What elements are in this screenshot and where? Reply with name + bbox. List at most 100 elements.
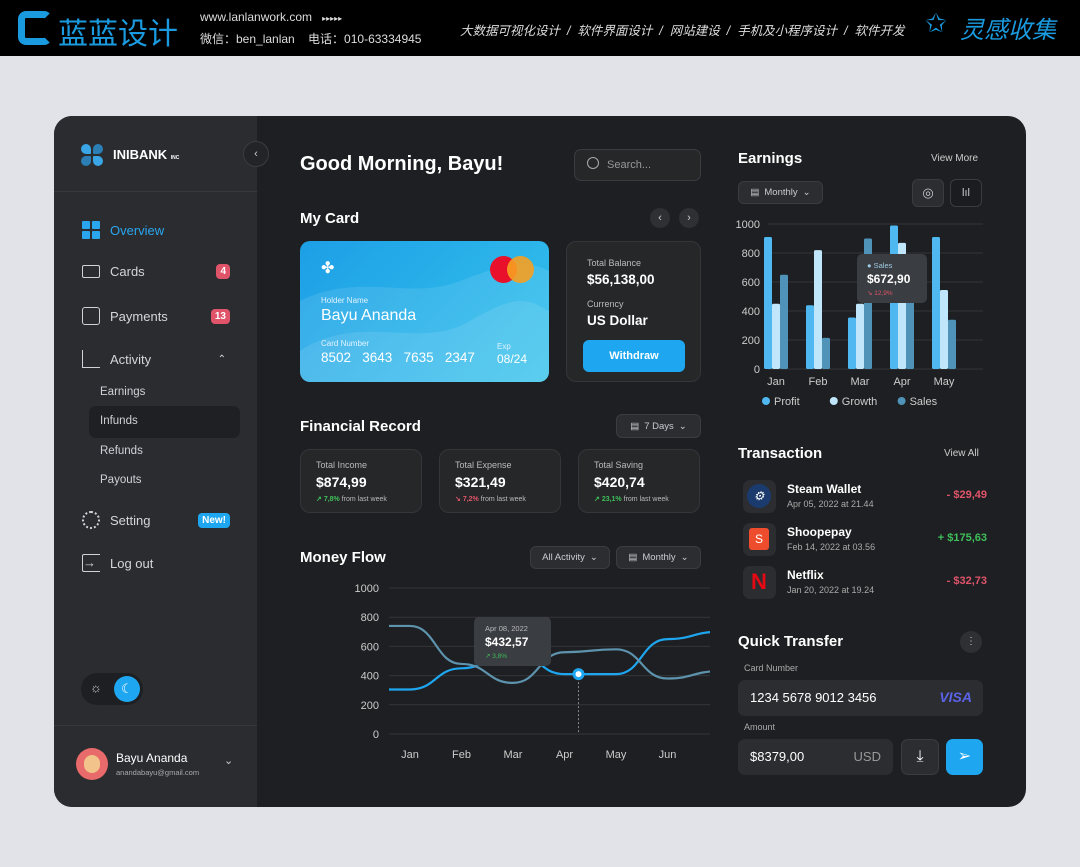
sidebar-item-label: Payments: [110, 308, 168, 324]
card-number-input[interactable]: 1234 5678 9012 3456 VISA: [738, 680, 983, 716]
earnings-period-dropdown[interactable]: ▤ Monthly ⌄: [738, 181, 823, 204]
bar-profit[interactable]: [764, 237, 772, 369]
y-tick-label: 400: [742, 306, 760, 318]
sidebar-item-logout[interactable]: → Log out: [82, 554, 153, 572]
next-card-button[interactable]: ›: [679, 208, 699, 228]
donut-chart-view-button[interactable]: ◎: [912, 179, 944, 207]
y-tick-label: 1000: [355, 583, 379, 595]
x-tick-label: Jan: [401, 749, 419, 761]
stat-change: ↘ 7,2% from last week: [455, 495, 526, 503]
send-button[interactable]: ➢: [946, 739, 983, 775]
moon-icon[interactable]: ☾: [114, 676, 140, 702]
star-icon: ✩: [925, 8, 947, 38]
y-tick-label: 400: [361, 671, 379, 683]
collapse-sidebar-button[interactable]: ‹: [243, 141, 269, 167]
monthly-filter-dropdown[interactable]: ▤ Monthly ⌄: [616, 546, 701, 569]
sidebar-subitem-payouts[interactable]: Payouts: [100, 474, 142, 486]
netflix-icon: N: [743, 566, 776, 599]
period-value: Monthly: [764, 187, 798, 198]
sidebar-item-label: Overview: [110, 222, 165, 238]
sidebar-item-cards[interactable]: Cards 4: [82, 264, 230, 279]
bar-chart-icon: [82, 350, 100, 368]
filter-value: Monthly: [642, 552, 676, 563]
transaction-item[interactable]: N Netflix Jan 20, 2022 at 19.24 - $32,73: [743, 564, 989, 604]
bar-profit[interactable]: [806, 305, 814, 369]
transaction-name: Shoopepay: [787, 525, 852, 539]
bar-growth[interactable]: [772, 303, 780, 369]
transaction-date: Apr 05, 2022 at 21.44: [787, 499, 874, 509]
cards-count-badge: 4: [216, 264, 230, 279]
highlight-point[interactable]: [572, 668, 585, 681]
tooltip-change: ↗ 3,8%: [485, 653, 508, 660]
banner-url: www.lanlanwork.com ▸▸▸▸▸: [200, 10, 342, 24]
search-input[interactable]: Search...: [574, 149, 701, 181]
subitem-label: Infunds: [100, 415, 138, 427]
exp-date: 08/24: [497, 352, 528, 366]
y-tick-label: 600: [361, 641, 379, 653]
transaction-item[interactable]: S Shoopepay Feb 14, 2022 at 03.56 + $175…: [743, 521, 989, 561]
avatar: [76, 748, 108, 780]
prev-card-button[interactable]: ‹: [650, 208, 670, 228]
sidebar-item-setting[interactable]: Setting New!: [82, 511, 230, 529]
chevron-down-icon: ⌄: [224, 755, 234, 767]
sidebar-subitem-earnings[interactable]: Earnings: [100, 386, 146, 398]
stat-change: ↗ 7,8% from last week: [316, 495, 387, 503]
period-dropdown[interactable]: ▤ 7 Days ⌄: [616, 414, 701, 438]
brand-logo-icon: [18, 11, 52, 45]
arrow-down-icon: ↘: [455, 496, 463, 503]
money-flow-line-1: [389, 631, 710, 691]
banner-services: 大数据可视化设计 / 软件界面设计 / 网站建设 / 手机及小程序设计 / 软件…: [460, 24, 905, 38]
divider: [54, 191, 257, 192]
sidebar-item-payments[interactable]: Payments 13: [82, 307, 230, 325]
bar-sales[interactable]: [780, 274, 788, 369]
chevron-up-icon: ⌃: [217, 353, 226, 365]
bar-growth[interactable]: [940, 289, 948, 369]
view-all-link[interactable]: View All: [944, 448, 979, 459]
sidebar-item-overview[interactable]: Overview: [82, 221, 164, 239]
money-flow-title: Money Flow: [300, 549, 386, 566]
sidebar-subitem-refunds[interactable]: Refunds: [100, 445, 143, 457]
card-number-label: Card Number: [321, 339, 370, 348]
bar-growth[interactable]: [814, 250, 822, 369]
sidebar-subitem-infunds[interactable]: Infunds: [89, 406, 240, 438]
grid-icon: [82, 221, 100, 239]
user-profile[interactable]: Bayu Ananda anandabayu@gmail.com ⌄: [76, 748, 241, 782]
bar-profit[interactable]: [848, 317, 856, 369]
more-options-button[interactable]: ⋮: [960, 631, 982, 653]
logo-name: INIBANK: [113, 147, 168, 162]
my-card-title: My Card: [300, 210, 360, 227]
search-icon: [587, 157, 599, 169]
tooltip-date: Apr 08, 2022: [485, 624, 528, 633]
app-logo-text: INIBANK INC: [113, 147, 179, 162]
arrow-up-icon: ↗: [316, 496, 324, 503]
transaction-item[interactable]: ⚙ Steam Wallet Apr 05, 2022 at 21.44 - $…: [743, 478, 989, 518]
sun-icon[interactable]: ☼: [90, 680, 102, 695]
activity-filter-dropdown[interactable]: All Activity ⌄: [530, 546, 610, 569]
collection-label: 灵感收集: [960, 17, 1056, 44]
filter-value: All Activity: [542, 552, 585, 563]
wallet-icon: [82, 307, 100, 325]
tooltip-value: $672,90: [867, 272, 911, 286]
view-more-link[interactable]: View More: [931, 153, 979, 164]
transaction-amount: - $29,49: [946, 489, 987, 501]
sidebar: INIBANK INC ‹ Overview Cards 4 Payments …: [54, 116, 269, 807]
legend-swatch: [829, 397, 838, 405]
sidebar-item-activity[interactable]: Activity ⌃: [82, 350, 230, 368]
download-button[interactable]: ⤓: [901, 739, 939, 775]
bar-growth[interactable]: [856, 303, 864, 369]
x-tick-label: Apr: [556, 749, 573, 761]
stat-label: Total Saving: [594, 460, 644, 470]
stat-card: Total Expense $321,49 ↘ 7,2% from last w…: [439, 449, 561, 513]
user-email: anandabayu@gmail.com: [116, 768, 200, 777]
exp-label: Exp: [497, 342, 511, 351]
amount-input[interactable]: $8379,00 USD: [738, 739, 893, 775]
credit-card[interactable]: ✤ Holder Name Bayu Ananda Card Number 85…: [300, 241, 549, 382]
bar-sales[interactable]: [948, 319, 956, 369]
bar-profit[interactable]: [932, 237, 940, 369]
transaction-name: Steam Wallet: [787, 482, 862, 496]
withdraw-button[interactable]: Withdraw: [583, 340, 685, 372]
mastercard-icon: [490, 256, 534, 284]
bar-sales[interactable]: [822, 337, 830, 369]
bar-chart-view-button[interactable]: lıl: [950, 179, 982, 207]
theme-toggle[interactable]: ☼ ☾: [81, 673, 143, 705]
